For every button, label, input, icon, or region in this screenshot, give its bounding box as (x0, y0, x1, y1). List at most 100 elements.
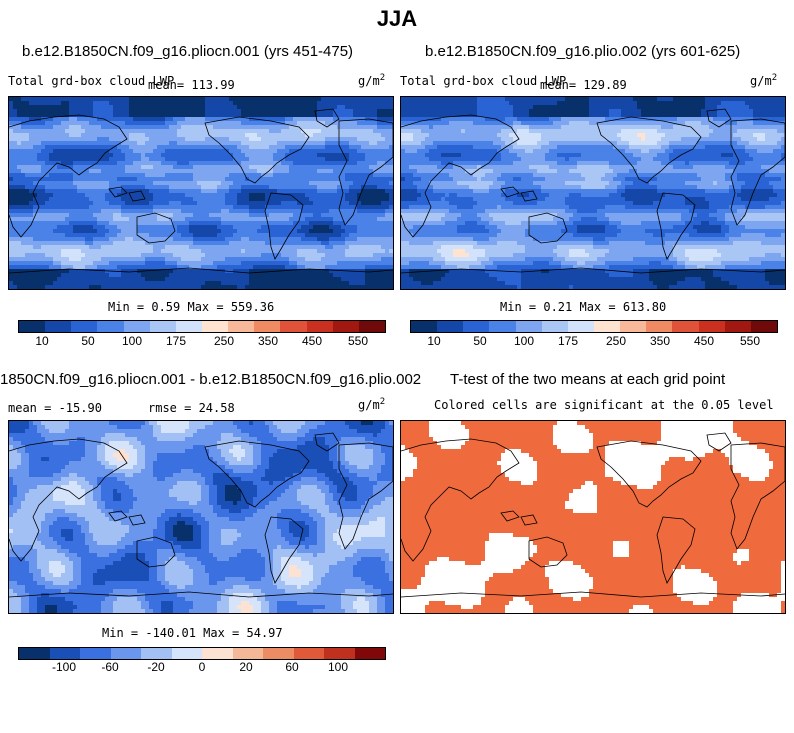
grid-cell (169, 249, 174, 254)
grid-cell (21, 221, 26, 226)
grid-cell (561, 101, 566, 106)
grid-cell (369, 273, 374, 278)
grid-cell (213, 125, 218, 130)
grid-cell (313, 261, 318, 266)
grid-cell (17, 129, 22, 134)
grid-cell (133, 193, 138, 198)
grid-cell (333, 189, 338, 194)
grid-cell (313, 245, 318, 250)
grid-cell (137, 121, 142, 126)
grid-cell (193, 233, 198, 238)
grid-cell (45, 133, 50, 138)
grid-cell (365, 133, 370, 138)
grid-cell (237, 225, 242, 230)
grid-cell (345, 141, 350, 146)
grid-cell (185, 145, 190, 150)
grid-cell (237, 233, 242, 238)
grid-cell (13, 285, 18, 289)
grid-cell (193, 241, 198, 246)
grid-cell (225, 265, 230, 270)
grid-cell (113, 229, 118, 234)
grid-cell (121, 281, 126, 286)
grid-cell (369, 193, 374, 198)
grid-cell (121, 205, 126, 210)
grid-cell (377, 109, 382, 114)
grid-cell (253, 109, 258, 114)
grid-cell (121, 165, 126, 170)
grid-cell (361, 125, 366, 130)
grid-cell (473, 109, 478, 114)
grid-cell (73, 277, 78, 282)
grid-cell (221, 117, 226, 122)
grid-cell (225, 245, 230, 250)
grid-cell (273, 261, 278, 266)
grid-cell (361, 181, 366, 186)
grid-cell (301, 141, 306, 146)
grid-cell (525, 105, 530, 110)
grid-cell (193, 281, 198, 286)
grid-cell (225, 109, 230, 114)
grid-cell (129, 145, 134, 150)
grid-cell (237, 197, 242, 202)
grid-cell (289, 109, 294, 114)
grid-cell (209, 129, 214, 134)
grid-cell (37, 217, 42, 222)
grid-cell (213, 169, 218, 174)
grid-cell (113, 129, 118, 134)
grid-cell (105, 157, 110, 162)
grid-cell (217, 261, 222, 266)
grid-cell (241, 285, 246, 289)
grid-cell (29, 201, 34, 206)
grid-cell (177, 177, 182, 182)
grid-cell (149, 249, 154, 254)
grid-cell (345, 241, 350, 246)
grid-cell (129, 201, 134, 206)
grid-cell (193, 157, 198, 162)
grid-cell (137, 109, 142, 114)
grid-cell (109, 101, 114, 106)
grid-cell (381, 241, 386, 246)
grid-cell (293, 245, 298, 250)
grid-cell (269, 101, 274, 106)
grid-cell (213, 193, 218, 198)
grid-cell (301, 213, 306, 218)
grid-cell (181, 177, 186, 182)
grid-cell (209, 277, 214, 282)
grid-cell (165, 133, 170, 138)
grid-cell (141, 273, 146, 278)
grid-cell (89, 273, 94, 278)
grid-cell (401, 101, 406, 106)
grid-cell (101, 237, 106, 242)
grid-cell (173, 237, 178, 242)
grid-cell (489, 105, 494, 110)
grid-cell (293, 213, 298, 218)
grid-cell (681, 105, 686, 110)
grid-cell (37, 141, 42, 146)
grid-cell (217, 257, 222, 262)
grid-cell (241, 213, 246, 218)
grid-cell (285, 129, 290, 134)
grid-cell (297, 245, 302, 250)
grid-cell (245, 113, 250, 118)
grid-cell (261, 169, 266, 174)
grid-cell (357, 281, 362, 286)
grid-cell (37, 105, 42, 110)
grid-cell (249, 109, 254, 114)
grid-cell (305, 277, 310, 282)
grid-cell (225, 197, 230, 202)
grid-cell (377, 205, 382, 210)
grid-cell (197, 205, 202, 210)
grid-cell (257, 213, 262, 218)
grid-cell (201, 221, 206, 226)
grid-cell (221, 185, 226, 190)
grid-cell (717, 97, 722, 102)
grid-cell (213, 201, 218, 206)
grid-cell (161, 145, 166, 150)
grid-cell (165, 137, 170, 142)
grid-cell (109, 133, 114, 138)
grid-cell (117, 233, 122, 238)
grid-cell (189, 277, 194, 282)
grid-cell (133, 205, 138, 210)
grid-cell (225, 165, 230, 170)
grid-cell (57, 249, 62, 254)
